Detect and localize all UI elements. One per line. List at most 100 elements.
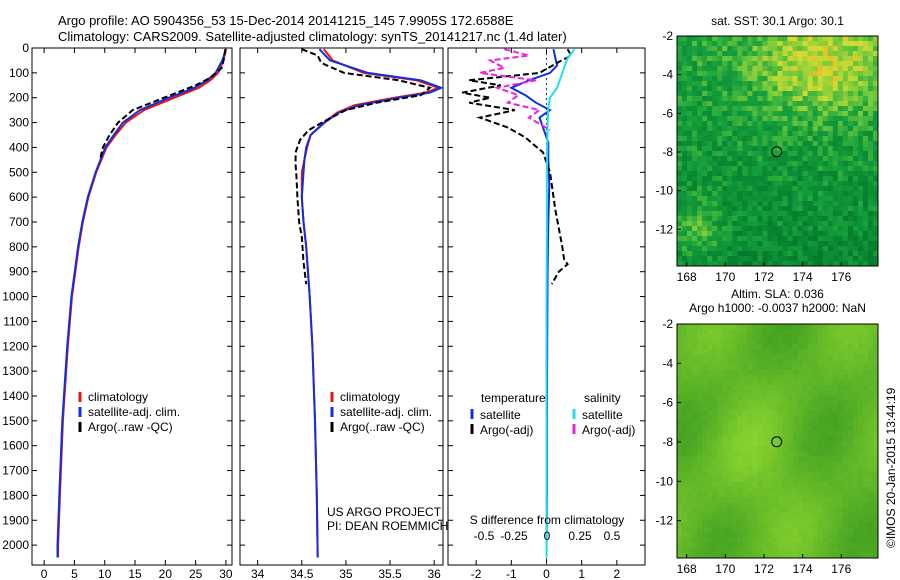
heatmap-cell	[732, 91, 738, 97]
heatmap-cell	[752, 476, 758, 483]
heatmap-cell	[772, 71, 778, 77]
heatmap-cell	[717, 380, 723, 386]
heatmap-cell	[822, 211, 829, 217]
heatmap-cell	[767, 491, 773, 498]
heatmap-cell	[792, 251, 798, 257]
heatmap-cell	[777, 354, 783, 360]
heatmap-cell	[727, 476, 733, 483]
heatmap-cell	[722, 435, 728, 442]
heatmap-cell	[802, 374, 808, 381]
heatmap-cell	[717, 522, 723, 528]
heatmap-cell	[852, 441, 859, 447]
heatmap-cell	[847, 512, 854, 518]
heatmap-cell	[707, 435, 713, 442]
heatmap-cell	[868, 56, 874, 62]
heatmap-cell	[702, 181, 708, 187]
heatmap-cell	[722, 226, 728, 232]
heatmap-cell	[807, 497, 813, 503]
heatmap-cell	[712, 354, 718, 360]
heatmap-cell	[857, 116, 864, 122]
heatmap-cell	[802, 81, 808, 87]
heatmap-cell	[812, 191, 819, 197]
heatmap-cell	[837, 430, 844, 437]
heatmap-cell	[827, 201, 834, 207]
heatmap-cell	[832, 231, 839, 237]
heatmap-cell	[812, 400, 819, 406]
heatmap-cell	[807, 216, 813, 222]
heatmap-cell	[842, 481, 849, 488]
panel-frame-temperature	[31, 47, 233, 566]
heatmap-cell	[712, 221, 718, 227]
heatmap-cell	[837, 334, 844, 340]
heatmap-cell	[757, 136, 763, 142]
heatmap-cell	[762, 186, 768, 192]
heatmap-cell	[812, 206, 819, 212]
heatmap-cell	[817, 517, 824, 523]
heatmap-cell	[807, 91, 813, 97]
heatmap-cell	[842, 161, 849, 167]
heatmap-cell	[842, 405, 849, 411]
heatmap-cell	[832, 171, 839, 177]
heatmap-cell	[737, 334, 743, 340]
heatmap-cell	[707, 136, 713, 142]
heatmap-cell	[737, 111, 743, 117]
heatmap-cell	[747, 390, 753, 396]
heatmap-cell	[762, 435, 768, 442]
heatmap-cell	[777, 410, 783, 416]
heatmap-cell	[812, 354, 819, 360]
heatmap-cell	[757, 537, 763, 544]
heatmap-cell	[752, 466, 758, 472]
heatmap-cell	[862, 324, 869, 330]
heatmap-cell	[752, 527, 758, 533]
heatmap-cell	[842, 256, 849, 262]
heatmap-cell	[692, 476, 698, 483]
heatmap-cell	[712, 415, 718, 422]
heatmap-cell	[787, 196, 793, 202]
heatmap-cell	[797, 451, 803, 457]
heatmap-cell	[757, 364, 763, 371]
heatmap-cell	[868, 441, 874, 447]
heatmap-cell	[822, 96, 829, 102]
heatmap-cell	[797, 339, 803, 345]
heatmap-cell	[787, 547, 793, 554]
heatmap-cell	[752, 547, 758, 554]
heatmap-cell	[747, 502, 753, 508]
heatmap-cell	[677, 41, 683, 47]
heatmap-cell	[827, 221, 834, 227]
heatmap-cell	[682, 354, 688, 360]
heatmap-cell	[692, 339, 698, 345]
heatmap-cell	[777, 241, 783, 247]
heatmap-cell	[682, 176, 688, 182]
heatmap-cell	[687, 547, 693, 554]
heatmap-cell	[732, 334, 738, 340]
y-tick-label-sla: -12	[656, 514, 674, 528]
heatmap-cell	[832, 141, 839, 147]
heatmap-cell	[767, 131, 773, 137]
heatmap-cell	[692, 71, 698, 77]
heatmap-cell	[807, 542, 813, 549]
heatmap-cell	[677, 537, 683, 544]
heatmap-cell	[687, 349, 693, 355]
heatmap-cell	[717, 334, 723, 340]
heatmap-cell	[822, 231, 829, 237]
heatmap-cell	[752, 324, 758, 330]
heatmap-cell	[707, 359, 713, 366]
heatmap-cell	[717, 46, 723, 52]
heatmap-cell	[737, 91, 743, 97]
heatmap-cell	[868, 116, 874, 122]
heatmap-cell	[857, 532, 864, 539]
heatmap-cell	[707, 191, 713, 197]
heatmap-cell	[742, 141, 748, 147]
heatmap-cell	[807, 374, 813, 381]
heatmap-cell	[852, 146, 859, 152]
heatmap-cell	[822, 51, 829, 57]
heatmap-cell	[797, 126, 803, 132]
heatmap-cell	[732, 256, 738, 262]
heatmap-cell	[842, 324, 849, 330]
heatmap-cell	[747, 251, 753, 257]
heatmap-cell	[862, 400, 869, 406]
heatmap-cell	[757, 441, 763, 447]
heatmap-cell	[857, 451, 864, 457]
heatmap-cell	[717, 261, 723, 267]
heatmap-cell	[822, 61, 829, 67]
